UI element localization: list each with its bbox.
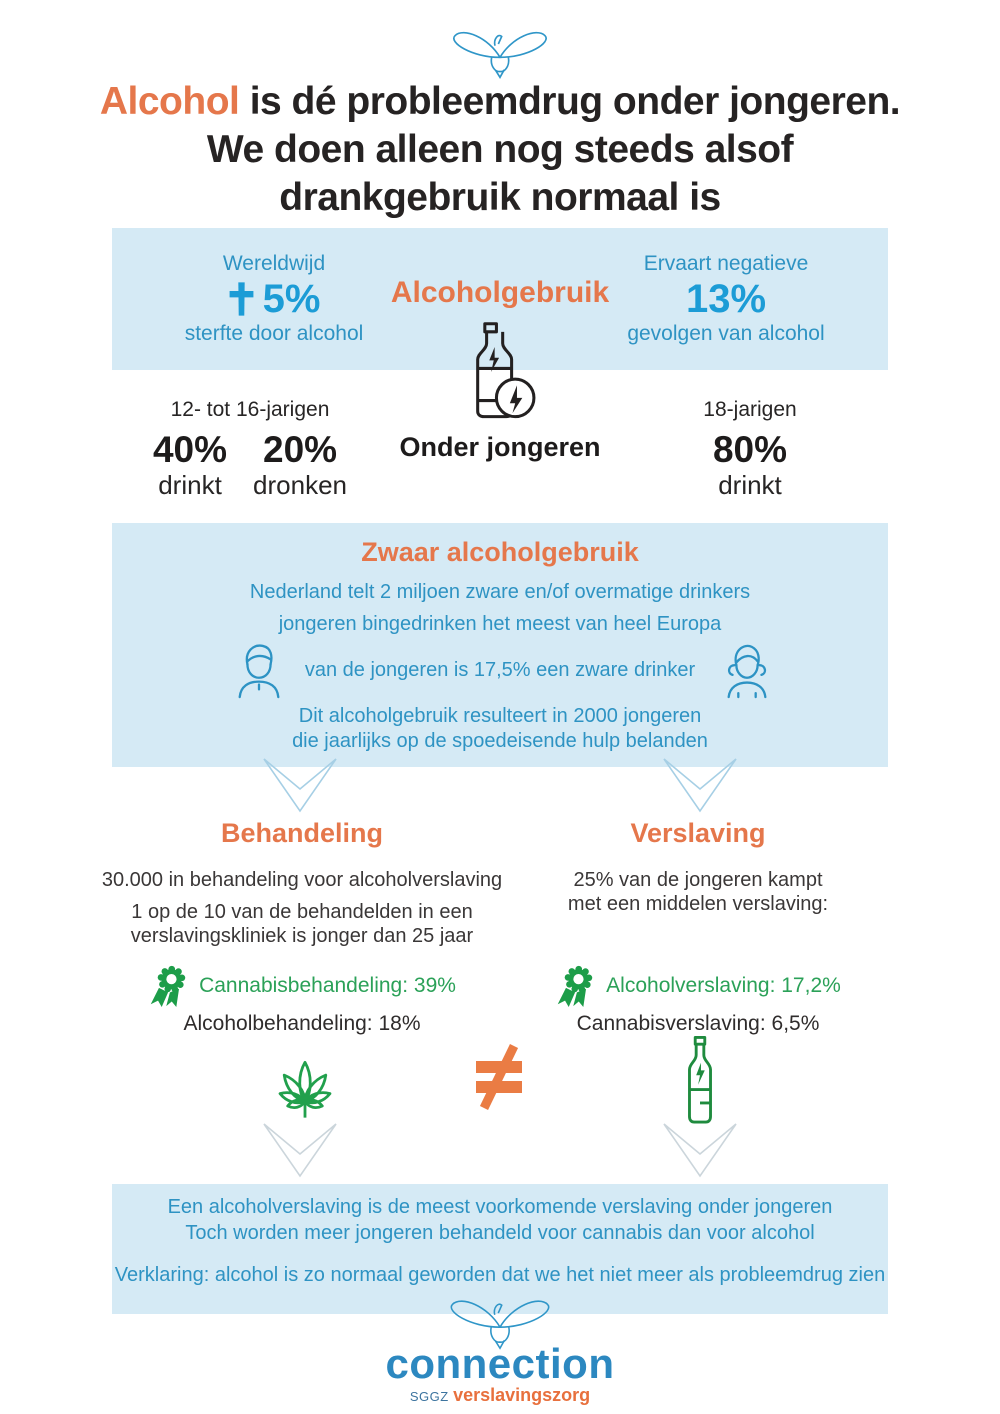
heavy-use-line-3: van de jongeren is 17,5% een zware drink… [304,659,696,681]
stat-label: dronken [253,470,348,500]
dove-icon [448,24,552,79]
conclusion-line-2: Toch worden meer jongeren behandeld voor… [185,1222,815,1244]
treatment-line-1: 30.000 in behandeling voor alcoholversla… [101,869,503,891]
brand-subline: SGGZ verslavingszorg [0,1385,1000,1406]
addiction-secondary: Cannabisverslaving: 6,5% [576,1012,820,1035]
chevron-down-icon [262,757,338,813]
green-bottle-icon [680,1036,720,1124]
stat-value: 40% [152,429,228,470]
stat-label: drinkt [718,470,782,500]
award-ribbon-icon [555,963,597,1009]
addiction-line-1-2: 25% van de jongeren kampt met een middel… [567,869,829,915]
heavy-use-line-1: Nederland telt 2 miljoen zware en/of ove… [249,581,751,603]
title-line-3: drankgebruik normaal is [279,176,721,219]
stat-label-bottom: sterfte door alcohol [184,322,364,345]
stat-value: 80% [712,429,788,470]
cannabis-leaf-icon [258,1038,352,1127]
conclusion-line-3: Verklaring: alcohol is zo normaal geword… [114,1264,886,1286]
chevron-down-icon [662,757,738,813]
addiction-heading: Verslaving [630,818,766,848]
award-ribbon-icon [148,963,190,1009]
stat-dronken: 20% dronken [253,429,348,501]
heavy-use-panel: Zwaar alcoholgebruik Nederland telt 2 mi… [112,523,888,767]
conclusion-line-1: Een alcoholverslaving is de meest voorko… [167,1196,833,1218]
title-highlight: Alcohol [99,80,240,123]
treatment-secondary: Alcoholbehandeling: 18% [183,1012,421,1035]
title-line-1: Alcohol is dé probleemdrug onder jongere… [99,80,901,123]
alcohol-use-panel: Wereldwijd 5% sterfte door alcohol Alcoh… [112,228,888,370]
conclusion-panel: Een alcoholverslaving is de meest voorko… [112,1184,888,1314]
boy-icon [232,641,286,701]
heavy-use-line-4: Dit alcoholgebruik resulteert in 2000 jo… [298,705,702,727]
age-group-label: 18-jarigen [703,398,797,421]
heavy-use-line-2: jongeren bingedrinken het meest van heel… [278,613,722,635]
age-group-label: 12- tot 16-jarigen [170,398,330,421]
panel-heading: Alcoholgebruik [390,276,610,309]
stat-label-top: Ervaart negatieve [643,252,809,275]
stat-value: 5% [144,276,404,322]
stat-value: 20% [263,429,338,470]
age-18-stats: 18-jarigen 80% drinkt [630,398,870,500]
org-name: verslavingszorg [453,1385,591,1405]
negative-effects-stat: Ervaart negatieve 13% gevolgen van alcoh… [596,252,856,346]
org-prefix: SGGZ [409,1389,449,1404]
brand-name: connection [385,1340,615,1387]
heavy-use-line-5: die jaarlijks op de spoedeisende hulp be… [292,730,708,752]
stat-label-top: Wereldwijd [222,252,326,275]
chevron-down-icon [262,1122,338,1178]
treatment-heading: Behandeling [220,818,383,848]
addiction-highlight: Alcoholverslaving: 17,2% [606,974,841,997]
treatment-highlight: Cannabisbehandeling: 39% [199,974,456,997]
stat-drinkt: 80% drinkt [630,429,870,501]
panel-heading: Zwaar alcoholgebruik [361,537,639,567]
stat-drinkt: 40% drinkt [152,429,228,501]
title-line-2: We doen alleen nog steeds alsof [206,128,794,171]
subheading-onder-jongeren: Onder jongeren [399,432,601,462]
treatment-highlight-row: Cannabisbehandeling: 39% [92,963,512,1009]
memorial-cross-icon [228,282,255,316]
world-mortality-stat: Wereldwijd 5% sterfte door alcohol [144,252,404,346]
addiction-highlight-row: Alcoholverslaving: 17,2% [498,963,898,1009]
bottle-icon [456,322,544,422]
chevron-down-icon [662,1122,738,1178]
treatment-line-2-3: 1 op de 10 van de behandelden in een ver… [130,901,474,947]
stat-label: drinkt [158,470,222,500]
not-equal-icon [468,1044,530,1110]
stat-value: 13% [685,277,767,321]
dove-icon [438,1292,562,1350]
girl-icon [720,641,774,701]
stat-label-bottom: gevolgen van alcohol [627,322,825,345]
age-12-16-stats: 12- tot 16-jarigen 40% drinkt 20% dronke… [110,398,390,500]
page-title: Alcohol is dé probleemdrug onder jongere… [0,78,1000,222]
